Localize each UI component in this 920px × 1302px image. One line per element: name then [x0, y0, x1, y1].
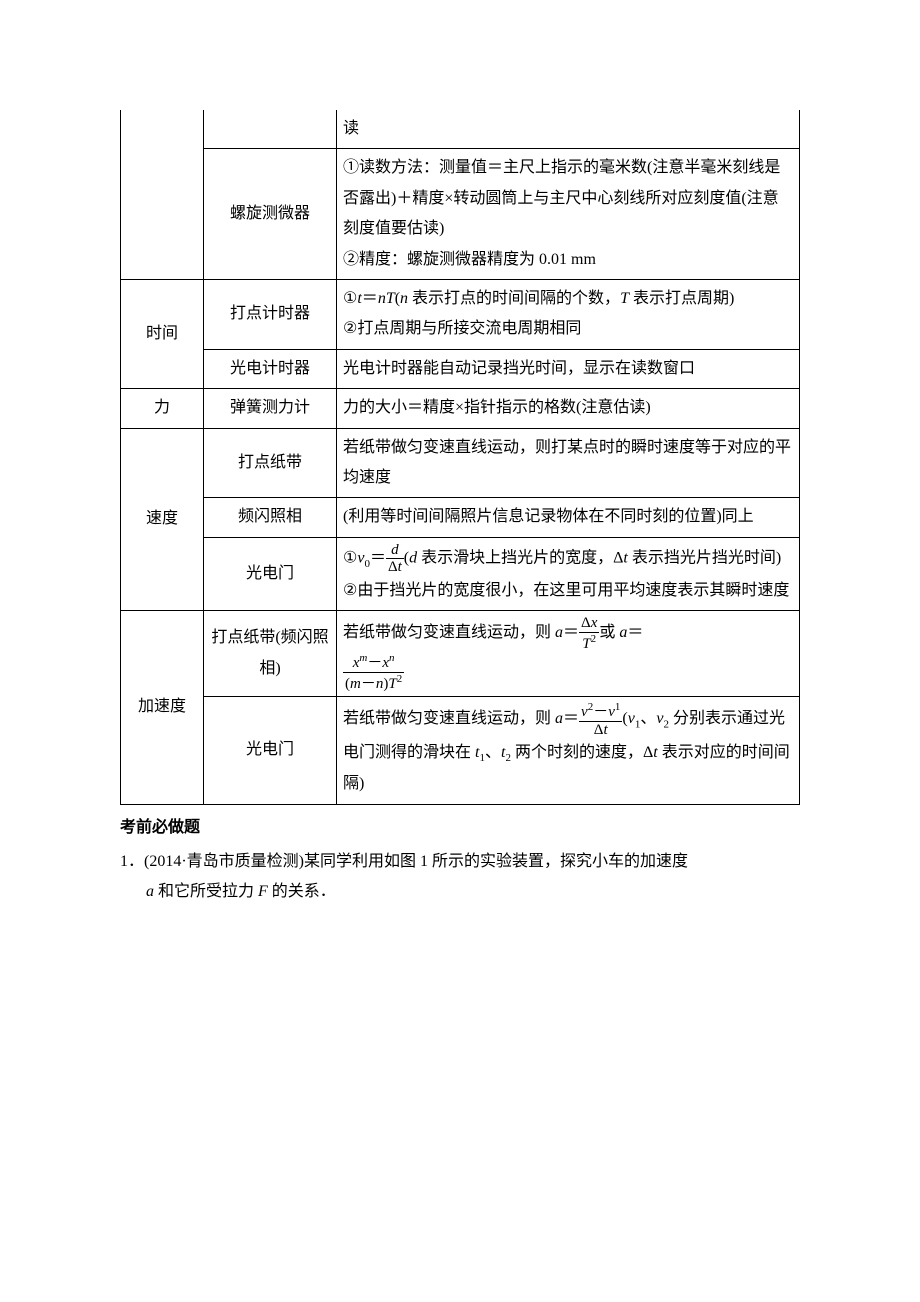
table-cell: 光电计时器能自动记录挡光时间，显示在读数窗口	[337, 349, 800, 388]
question-line2: a 和它所受拉力 F 的关系．	[120, 877, 800, 907]
question-number: 1．	[120, 853, 144, 870]
table-row: 光电门若纸带做匀变速直线运动，则 a＝v2－v1Δt(v1、v2 分别表示通过光…	[121, 697, 800, 804]
table-row: 光电门①v0＝dΔt(d 表示滑块上挡光片的宽度，Δt 表示挡光片挡光时间)②由…	[121, 537, 800, 610]
table-cell	[121, 110, 204, 279]
table-cell: (利用等时间间隔照片信息记录物体在不同时刻的位置)同上	[337, 498, 800, 537]
table-cell: 光电计时器	[204, 349, 337, 388]
table-cell: 速度	[121, 428, 204, 611]
question-1: 1．(2014·青岛市质量检测)某同学利用如图 1 所示的实验装置，探究小车的加…	[120, 847, 800, 908]
table-cell: 若纸带做匀变速直线运动，则 a＝ΔxT2或 a＝xm－xn(m－n)T2	[337, 611, 800, 697]
table-cell: ①读数方法：测量值＝主尺上指示的毫米数(注意半毫米刻线是否露出)＋精度×转动圆筒…	[337, 149, 800, 280]
table-cell: 打点纸带(频闪照相)	[204, 611, 337, 697]
table-cell: 弹簧测力计	[204, 389, 337, 428]
table-row: 频闪照相(利用等时间间隔照片信息记录物体在不同时刻的位置)同上	[121, 498, 800, 537]
table-cell: 力的大小＝精度×指针指示的格数(注意估读)	[337, 389, 800, 428]
measurement-table: 读螺旋测微器①读数方法：测量值＝主尺上指示的毫米数(注意半毫米刻线是否露出)＋精…	[120, 110, 800, 805]
section-heading: 考前必做题	[120, 813, 800, 843]
table-row: 螺旋测微器①读数方法：测量值＝主尺上指示的毫米数(注意半毫米刻线是否露出)＋精度…	[121, 149, 800, 280]
table-cell: 频闪照相	[204, 498, 337, 537]
table-cell: 加速度	[121, 611, 204, 804]
table-row: 速度打点纸带若纸带做匀变速直线运动，则打某点时的瞬时速度等于对应的平均速度	[121, 428, 800, 498]
table-cell	[204, 110, 337, 149]
table-cell: 读	[337, 110, 800, 149]
table-cell: 时间	[121, 279, 204, 388]
question-line1: 某同学利用如图 1 所示的实验装置，探究小车的加速度	[304, 853, 688, 870]
table-row: 加速度打点纸带(频闪照相)若纸带做匀变速直线运动，则 a＝ΔxT2或 a＝xm－…	[121, 611, 800, 697]
table-cell: 螺旋测微器	[204, 149, 337, 280]
table-row: 读	[121, 110, 800, 149]
table-cell: ①t＝nT(n 表示打点的时间间隔的个数，T 表示打点周期)②打点周期与所接交流…	[337, 279, 800, 349]
table-cell: 打点纸带	[204, 428, 337, 498]
table-row: 力弹簧测力计力的大小＝精度×指针指示的格数(注意估读)	[121, 389, 800, 428]
table-cell: ①v0＝dΔt(d 表示滑块上挡光片的宽度，Δt 表示挡光片挡光时间)②由于挡光…	[337, 537, 800, 610]
question-source: (2014·青岛市质量检测)	[144, 853, 304, 870]
table-cell: 光电门	[204, 697, 337, 804]
table-cell: 若纸带做匀变速直线运动，则打某点时的瞬时速度等于对应的平均速度	[337, 428, 800, 498]
table-cell: 打点计时器	[204, 279, 337, 349]
table-cell: 力	[121, 389, 204, 428]
table-cell: 若纸带做匀变速直线运动，则 a＝v2－v1Δt(v1、v2 分别表示通过光电门测…	[337, 697, 800, 804]
table-cell: 光电门	[204, 537, 337, 610]
table-row: 光电计时器光电计时器能自动记录挡光时间，显示在读数窗口	[121, 349, 800, 388]
table-row: 时间打点计时器①t＝nT(n 表示打点的时间间隔的个数，T 表示打点周期)②打点…	[121, 279, 800, 349]
